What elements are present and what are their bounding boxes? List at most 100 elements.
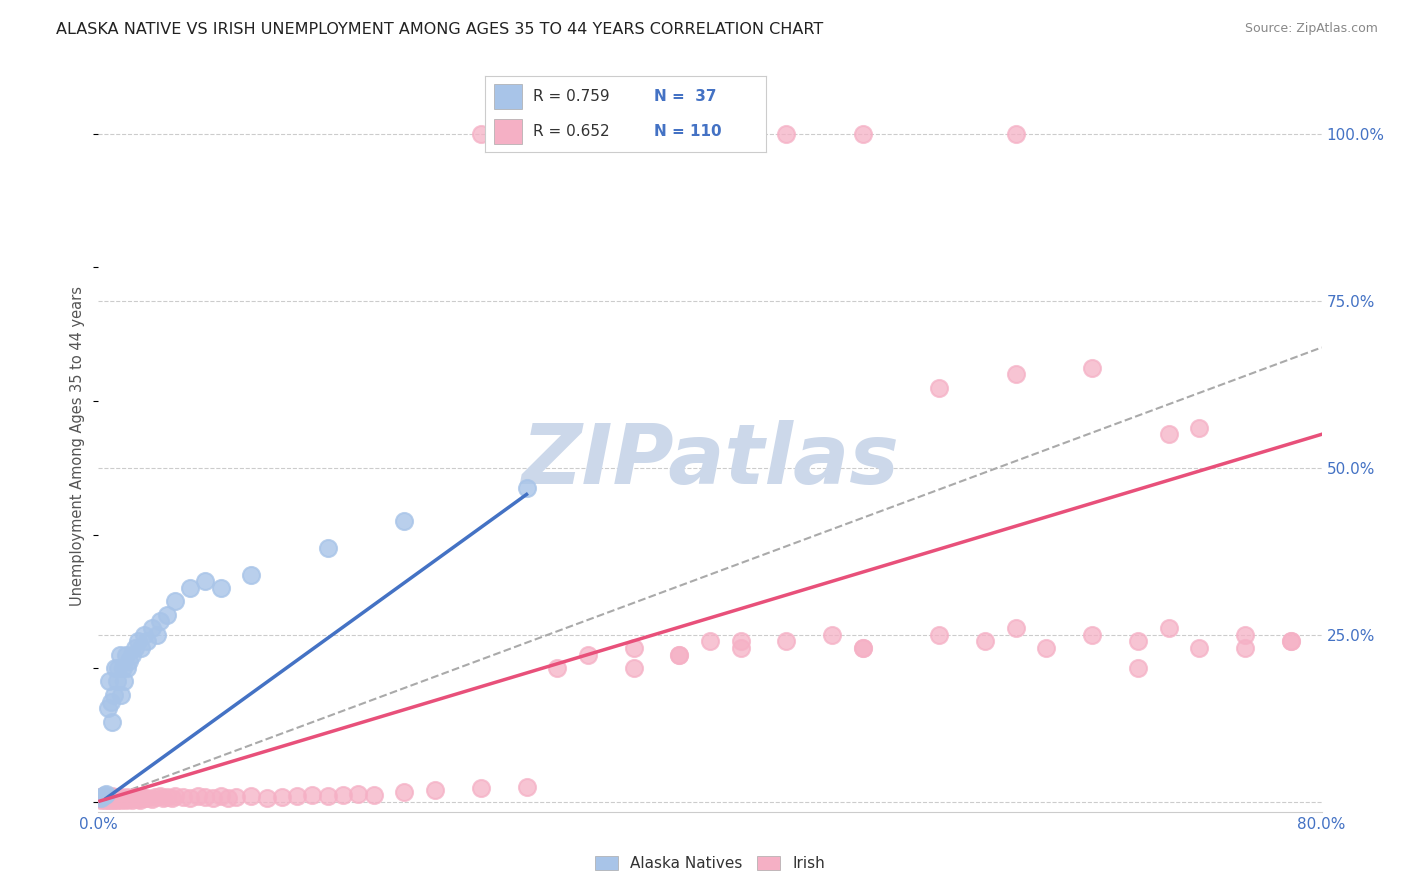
Point (111, 661, 134, 675)
Point (470, 127, 492, 141)
Point (623, 127, 645, 141)
Point (1035, 641, 1057, 656)
Point (104, 791, 127, 805)
Point (852, 127, 875, 141)
Point (821, 628, 844, 642)
Point (1234, 641, 1257, 656)
Point (94, 792, 117, 806)
Point (209, 789, 232, 804)
Point (730, 634, 752, 648)
Point (179, 790, 201, 805)
Point (1081, 360, 1104, 375)
Point (122, 790, 145, 805)
Point (120, 790, 142, 805)
Point (1004, 621, 1026, 635)
Text: R = 0.652: R = 0.652 (533, 124, 609, 138)
Point (127, 634, 149, 648)
Point (136, 790, 159, 805)
Point (111, 792, 134, 806)
Point (1128, 634, 1150, 648)
Point (470, 781, 492, 796)
Point (112, 674, 135, 689)
Point (623, 661, 645, 675)
Point (91, 792, 114, 806)
Point (730, 641, 752, 656)
Point (172, 790, 194, 805)
Point (115, 648, 138, 662)
Point (202, 790, 225, 805)
Y-axis label: Unemployment Among Ages 35 to 44 years: Unemployment Among Ages 35 to 44 years (70, 286, 86, 606)
Point (105, 793, 128, 807)
Point (141, 621, 163, 635)
Point (156, 607, 179, 622)
Point (103, 790, 125, 805)
Point (187, 789, 209, 804)
Point (134, 791, 156, 805)
Text: ALASKA NATIVE VS IRISH UNEMPLOYMENT AMONG AGES 35 TO 44 YEARS CORRELATION CHART: ALASKA NATIVE VS IRISH UNEMPLOYMENT AMON… (56, 22, 824, 37)
Point (152, 790, 174, 805)
Point (516, 780, 538, 794)
Point (392, 785, 416, 799)
Point (90, 793, 112, 807)
Point (217, 790, 239, 805)
Point (225, 790, 247, 805)
Point (316, 541, 339, 555)
Point (974, 634, 997, 648)
Point (1128, 661, 1150, 675)
Point (143, 790, 166, 805)
Point (1234, 628, 1257, 642)
Point (392, 514, 416, 528)
Point (256, 790, 278, 805)
Point (117, 661, 139, 675)
Text: Source: ZipAtlas.com: Source: ZipAtlas.com (1244, 22, 1378, 36)
Point (98, 792, 121, 806)
Point (107, 661, 129, 675)
Point (363, 788, 385, 802)
Point (108, 790, 131, 805)
Point (100, 790, 122, 805)
Point (301, 788, 323, 802)
Point (134, 628, 156, 642)
Point (90, 791, 112, 805)
Point (576, 648, 599, 662)
Point (194, 574, 217, 589)
Point (103, 688, 125, 702)
Point (928, 628, 950, 642)
Point (128, 793, 150, 807)
Point (136, 634, 159, 648)
Point (121, 648, 143, 662)
Point (93, 790, 115, 805)
Point (149, 615, 172, 629)
Point (97, 701, 120, 715)
Point (104, 661, 127, 675)
Point (1157, 427, 1180, 442)
Point (89, 791, 111, 805)
Point (423, 782, 446, 797)
Point (194, 790, 217, 805)
Point (240, 567, 263, 582)
Point (516, 481, 538, 495)
Point (112, 790, 135, 805)
Point (127, 790, 149, 805)
Point (240, 789, 263, 804)
Point (118, 655, 141, 669)
Point (928, 380, 950, 394)
Point (546, 127, 568, 141)
Point (332, 788, 354, 802)
Point (852, 641, 875, 656)
Point (852, 641, 875, 656)
Point (775, 634, 797, 648)
Point (775, 127, 797, 141)
Point (110, 688, 132, 702)
Point (668, 648, 690, 662)
Point (110, 793, 132, 807)
Point (145, 628, 167, 642)
Point (163, 789, 186, 804)
Point (93, 793, 115, 807)
Point (156, 790, 179, 805)
Point (129, 790, 152, 805)
Text: ZIPatlas: ZIPatlas (522, 420, 898, 501)
Text: R = 0.759: R = 0.759 (533, 89, 609, 104)
Point (90, 790, 112, 805)
Point (103, 793, 125, 807)
